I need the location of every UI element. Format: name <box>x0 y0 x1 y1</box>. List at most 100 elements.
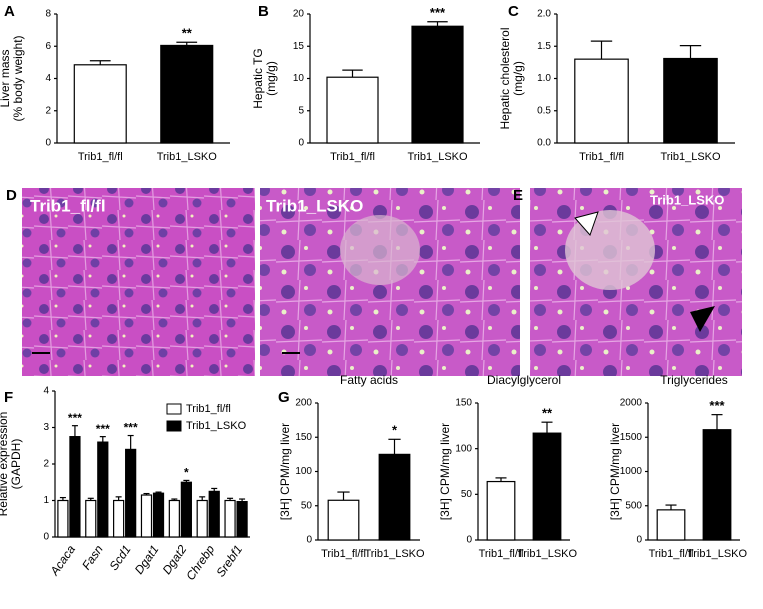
bar <box>224 499 236 538</box>
y-tick-label: 15 <box>293 41 305 52</box>
significance-label: *** <box>709 398 725 413</box>
y-tick-label: 150 <box>295 432 312 443</box>
legend-label: Trib1_fl/fl <box>186 403 231 415</box>
y-tick-label: 100 <box>455 443 472 454</box>
x-tick-label: Acaca <box>47 542 78 578</box>
y-axis-label: Hepatic TG <box>251 48 265 108</box>
y-tick-label: 2000 <box>620 398 643 409</box>
panel-letter: B <box>258 3 269 20</box>
bar <box>663 57 718 144</box>
chart-title: Triglycerides <box>660 373 728 387</box>
image-label: Trib1_LSKO <box>650 192 724 207</box>
y-axis-label: [3H] CPM/mg liver <box>438 423 452 520</box>
y-tick-label: 0 <box>636 535 642 546</box>
x-tick-label: Srebf1 <box>213 543 245 580</box>
y-tick-label: 8 <box>45 9 51 20</box>
x-tick-label: Fasn <box>79 542 106 572</box>
bar <box>152 492 165 538</box>
panel-letter: A <box>4 3 15 20</box>
y-tick-label: 1000 <box>620 466 643 477</box>
y-tick-label: 1 <box>43 495 49 506</box>
histology-image <box>260 188 520 376</box>
significance-label: *** <box>68 411 82 425</box>
chart-title: Diacylglycerol <box>487 373 561 387</box>
y-tick-label: 50 <box>301 500 313 511</box>
bar <box>378 453 411 541</box>
significance-label: *** <box>430 5 446 20</box>
bar <box>97 441 109 538</box>
bar <box>140 494 153 538</box>
y-tick-label: 500 <box>625 500 642 511</box>
y-tick-label: 0 <box>298 138 304 149</box>
bar <box>656 509 686 541</box>
y-tick-label: 100 <box>295 466 312 477</box>
x-tick-label: Trib1_fl/fl <box>479 548 524 560</box>
panel-letter: C <box>508 3 519 20</box>
x-tick-label: Trib1_fl/fl <box>78 151 123 163</box>
y-tick-label: 0 <box>43 532 49 543</box>
x-tick-label: Trib1_LSKO <box>364 548 425 560</box>
bar <box>73 64 127 144</box>
x-tick-label: Trib1_LSKO <box>407 151 468 163</box>
bar <box>196 499 208 538</box>
legend-swatch <box>166 420 182 432</box>
panel-letter: F <box>4 389 13 406</box>
bar <box>168 499 180 538</box>
histology-image <box>22 188 255 376</box>
panel-letter: G <box>278 389 290 406</box>
chart-title: Fatty acids <box>340 373 398 387</box>
y-tick-label: 6 <box>45 41 51 52</box>
y-tick-label: 4 <box>45 73 51 84</box>
y-tick-label: 3 <box>43 422 49 433</box>
x-tick-label: Trib1_fl/fl <box>579 151 624 163</box>
x-tick-label: Chrebp <box>183 542 217 583</box>
x-tick-label: Trib1_fl/fl <box>649 548 694 560</box>
x-tick-label: Trib1_fl/fl <box>330 151 375 163</box>
y-tick-label: 0.0 <box>537 138 551 149</box>
y-axis-label: (mg/g) <box>264 61 278 96</box>
y-tick-label: 1500 <box>620 432 643 443</box>
x-tick-label: Trib1_LSKO <box>687 548 748 560</box>
legend-label: Trib1_LSKO <box>186 420 247 432</box>
bar <box>85 499 97 538</box>
y-tick-label: 1.5 <box>537 41 551 52</box>
y-tick-label: 0 <box>466 535 472 546</box>
bar <box>411 25 464 144</box>
bar <box>208 490 220 538</box>
x-tick-label: Trib1_LSKO <box>660 151 721 163</box>
bar <box>57 499 69 538</box>
panel-letter: D <box>6 187 17 204</box>
y-axis-label: Relative expression <box>0 412 10 517</box>
significance-label: *** <box>124 421 138 435</box>
y-axis-label: Hepatic cholesterol <box>498 27 512 129</box>
x-tick-label: Scd1 <box>107 543 134 573</box>
y-tick-label: 5 <box>298 105 304 116</box>
y-axis-label: (GAPDH) <box>9 439 23 490</box>
significance-label: * <box>392 423 398 438</box>
y-tick-label: 0.5 <box>537 105 551 116</box>
bar <box>327 499 360 541</box>
y-axis-label: [3H] CPM/mg liver <box>278 423 292 520</box>
bar <box>532 432 562 541</box>
y-tick-label: 4 <box>43 386 49 397</box>
y-tick-label: 10 <box>293 73 305 84</box>
bar <box>160 44 214 144</box>
bar <box>236 500 248 538</box>
x-tick-label: Dgat1 <box>132 543 162 577</box>
y-tick-label: 50 <box>461 489 473 500</box>
x-tick-label: Trib1_LSKO <box>157 151 218 163</box>
y-axis-label: (% body weight) <box>11 35 25 121</box>
histology-image <box>530 188 742 376</box>
image-label: Trib1_fl/fl <box>30 196 106 215</box>
bar <box>113 499 125 538</box>
legend-swatch <box>166 403 182 415</box>
y-tick-label: 200 <box>295 398 312 409</box>
y-tick-label: 2 <box>43 459 49 470</box>
y-tick-label: 2.0 <box>537 9 551 20</box>
y-tick-label: 20 <box>293 9 305 20</box>
y-tick-label: 1.0 <box>537 73 551 84</box>
x-tick-label: Trib1_LSKO <box>517 548 578 560</box>
y-tick-label: 150 <box>455 398 472 409</box>
significance-label: ** <box>182 26 193 41</box>
